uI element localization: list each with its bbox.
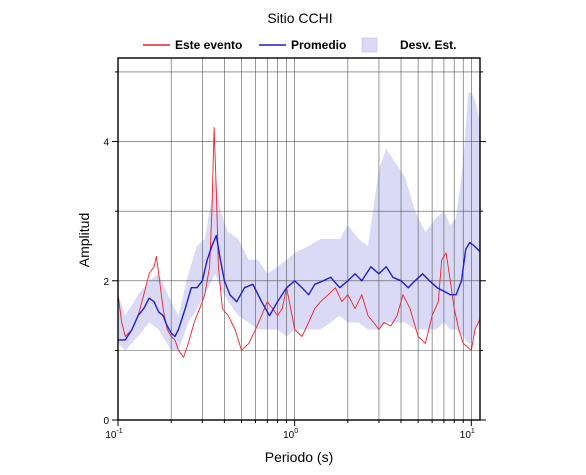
series-line-promedio (118, 234, 481, 341)
std-band (118, 92, 480, 351)
chart-title: Sitio CCHI (267, 10, 332, 26)
tick-labels: 10-1 100 101 0 2 4 (103, 138, 474, 441)
legend-swatch-desv-est (361, 37, 378, 53)
x-tick-label: 100 (283, 428, 298, 441)
x-axis-label: Periodo (s) (265, 449, 333, 465)
legend-label-este-evento: Este evento (175, 38, 242, 52)
std-band-layer (118, 92, 480, 351)
x-tick-label: 101 (460, 428, 475, 441)
y-tick-label: 0 (103, 416, 109, 427)
y-tick-label: 4 (103, 138, 109, 149)
legend: Este evento Promedio Desv. Est. (143, 37, 456, 53)
legend-label-promedio: Promedio (291, 38, 346, 52)
plot-frame (117, 57, 481, 421)
y-axis-label: Amplitud (76, 213, 92, 267)
y-tick-label: 2 (103, 277, 109, 288)
x-tick-label: 10-1 (105, 428, 122, 441)
series-layer (117, 127, 481, 358)
series-line-este-evento (117, 127, 481, 358)
legend-label-desv-est: Desv. Est. (400, 38, 456, 52)
grid-layer (118, 58, 480, 420)
axes-layer (112, 57, 486, 426)
